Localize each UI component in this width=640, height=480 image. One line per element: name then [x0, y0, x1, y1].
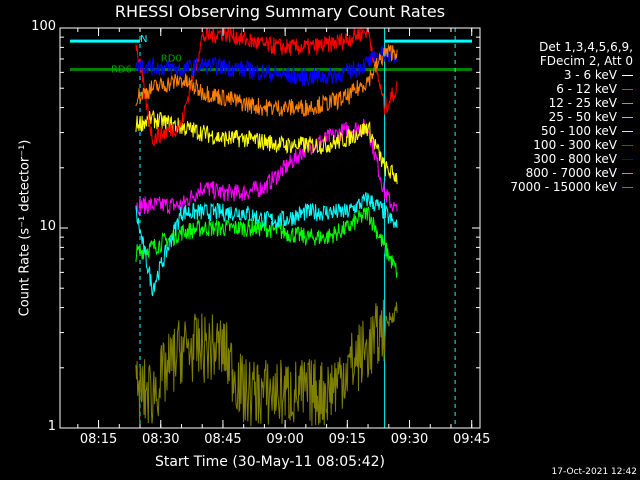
x-tick-label: 08:15 [79, 432, 118, 447]
x-tick-label: 09:45 [452, 432, 491, 447]
legend-swatch [622, 172, 633, 174]
series-line-1 [135, 118, 398, 216]
datestamp: 17-Oct-2021 12:42 [551, 467, 637, 477]
legend-label: 3 - 6 keV [563, 68, 617, 82]
legend-swatch [622, 74, 633, 76]
legend-label: 12 - 25 keV [548, 96, 617, 110]
legend-item: 12 - 25 keV [510, 96, 633, 110]
legend-label: 6 - 12 keV [556, 82, 617, 96]
legend-swatch [622, 130, 633, 132]
legend-item: 7000 - 15000 keV [510, 180, 633, 194]
x-axis-label: Start Time (30-May-11 08:05:42) [154, 454, 386, 470]
annotation-rd0: RD0 [161, 53, 182, 64]
legend-item: 800 - 7000 keV [510, 166, 633, 180]
legend-label: 50 - 100 keV [540, 124, 617, 138]
annotation-n: N [140, 34, 147, 45]
legend-item: 25 - 50 keV [510, 110, 633, 124]
series-line-2 [135, 206, 398, 278]
x-tick-label: 09:15 [328, 432, 367, 447]
legend-swatch [622, 186, 633, 188]
legend-label: 100 - 300 keV [533, 138, 617, 152]
legend-swatch [622, 158, 633, 160]
legend-item: 50 - 100 keV [510, 124, 633, 138]
legend-header: Det 1,3,4,5,6,9, [539, 40, 633, 54]
series-line-8 [135, 299, 398, 427]
legend-item: 6 - 12 keV [510, 82, 633, 96]
series-line-5 [135, 26, 398, 147]
series-line-3 [135, 192, 398, 297]
legend-label: 800 - 7000 keV [525, 166, 617, 180]
x-tick-label: 08:45 [204, 432, 242, 447]
series-line-4 [135, 110, 398, 185]
legend-item: 300 - 800 keV [510, 152, 633, 166]
legend-swatch [622, 102, 633, 104]
legend-header: FDecim 2, Att 0 [539, 54, 633, 68]
y-tick-label: 10 [39, 219, 56, 234]
legend-label: 300 - 800 keV [533, 152, 617, 166]
legend-swatch [622, 144, 633, 146]
chart-title: RHESSI Observing Summary Count Rates [114, 2, 446, 21]
x-tick-label: 09:30 [390, 432, 429, 447]
series-line-7 [135, 44, 398, 117]
y-tick-label: 100 [31, 19, 56, 34]
legend-swatch [622, 116, 633, 118]
x-tick-label: 09:00 [266, 432, 304, 447]
y-tick-label: 1 [47, 419, 56, 434]
legend-label: 25 - 50 keV [548, 110, 617, 124]
annotation-rd6: RD6 [111, 64, 132, 75]
series-line-6 [135, 45, 398, 87]
legend-item: 100 - 300 keV [510, 138, 633, 152]
legend-item: 3 - 6 keV [510, 68, 633, 82]
x-tick-label: 08:30 [142, 432, 180, 447]
legend-swatch [622, 88, 633, 90]
legend-label: 7000 - 15000 keV [510, 180, 617, 194]
